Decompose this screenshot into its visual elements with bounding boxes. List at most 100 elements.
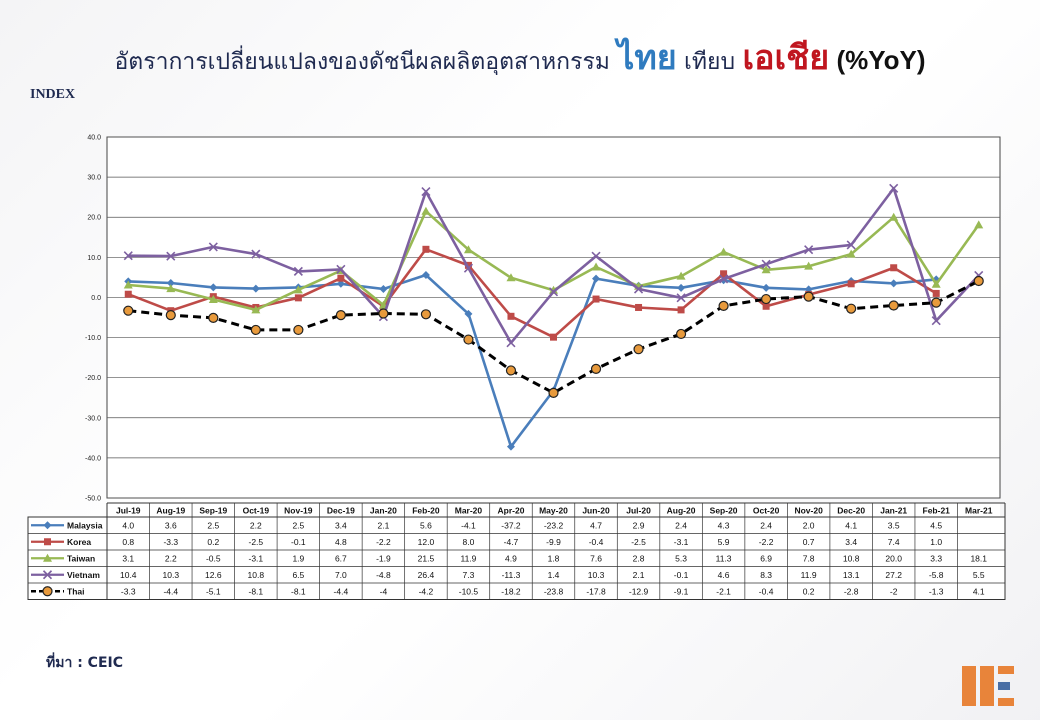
data-point-korea xyxy=(762,302,770,310)
table-value-korea: -3.1 xyxy=(674,537,689,547)
table-value-thai: -8.1 xyxy=(249,586,264,596)
table-value-malaysia: 2.5 xyxy=(207,520,219,530)
table-value-malaysia: 2.5 xyxy=(292,520,304,530)
data-point-malaysia xyxy=(677,283,686,292)
table-value-taiwan: 11.3 xyxy=(716,553,732,563)
y-tick-label: 30.0 xyxy=(87,175,101,182)
table-value-korea: 12.0 xyxy=(418,537,435,547)
x-tick-label: Mar-21 xyxy=(965,506,993,516)
table-value-malaysia: 3.4 xyxy=(335,520,347,530)
data-point-vietnam xyxy=(548,287,559,297)
table-value-malaysia: -23.2 xyxy=(544,520,564,530)
data-point-thai xyxy=(931,297,942,308)
data-point-vietnam xyxy=(336,264,346,274)
data-point-vietnam xyxy=(633,284,644,294)
table-value-korea: -3.3 xyxy=(163,537,178,547)
table-value-taiwan: 3.3 xyxy=(930,553,942,563)
legend-marker-korea xyxy=(44,538,51,546)
x-tick-label: Dec-19 xyxy=(327,506,355,516)
data-point-taiwan xyxy=(123,280,133,289)
table-value-thai: -4.2 xyxy=(419,586,434,596)
table-value-taiwan: -3.1 xyxy=(249,553,264,563)
data-point-taiwan xyxy=(463,245,473,254)
data-point-malaysia xyxy=(336,279,345,288)
table-value-taiwan: 3.1 xyxy=(122,553,134,563)
data-point-thai xyxy=(973,275,984,287)
data-point-vietnam xyxy=(293,266,303,276)
table-value-vietnam: 7.0 xyxy=(335,570,347,580)
table-value-korea: -4.7 xyxy=(504,537,519,547)
data-point-taiwan xyxy=(251,305,261,314)
table-value-vietnam: 4.6 xyxy=(718,570,730,580)
table-value-korea: 7.4 xyxy=(888,537,900,547)
legend-label-thai: Thai xyxy=(67,586,84,596)
legend-marker-malaysia xyxy=(43,521,52,530)
x-tick-label: Aug-20 xyxy=(667,506,696,516)
data-point-malaysia xyxy=(209,283,218,292)
x-tick-label: Apr-20 xyxy=(498,506,525,516)
table-value-thai: -4.4 xyxy=(334,586,349,596)
data-point-vietnam xyxy=(804,245,814,255)
table-value-taiwan: 20.0 xyxy=(885,553,902,563)
y-tick-label: 40.0 xyxy=(87,135,101,142)
table-value-malaysia: 4.5 xyxy=(930,520,942,530)
data-point-thai xyxy=(335,309,346,321)
table-value-thai: -4 xyxy=(380,586,388,596)
data-point-vietnam xyxy=(421,186,431,197)
table-value-malaysia: 2.1 xyxy=(377,520,389,530)
data-point-taiwan xyxy=(421,206,431,215)
legend-key-korea xyxy=(31,538,64,546)
data-point-vietnam xyxy=(506,338,516,348)
table-value-taiwan: -0.5 xyxy=(206,553,221,563)
table-value-vietnam: 13.1 xyxy=(843,570,860,580)
legend-marker-vietnam xyxy=(42,570,53,580)
y-tick-label: -10.0 xyxy=(85,335,101,342)
table-value-thai: -18.2 xyxy=(501,586,521,596)
data-point-thai xyxy=(505,365,517,376)
data-point-vietnam xyxy=(251,249,261,259)
x-tick-label: Oct-20 xyxy=(753,506,780,516)
table-value-malaysia: 2.4 xyxy=(675,520,687,530)
data-point-thai xyxy=(250,324,261,336)
plot-area xyxy=(106,136,1001,499)
table-value-korea: -2.5 xyxy=(631,537,646,547)
data-point-malaysia xyxy=(251,284,260,293)
table-value-malaysia: 2.0 xyxy=(803,520,815,530)
data-point-thai xyxy=(888,300,899,311)
table-value-korea: -2.2 xyxy=(759,537,774,547)
table-value-vietnam: 12.6 xyxy=(205,570,222,580)
data-point-korea xyxy=(550,333,557,341)
x-tick-label: Nov-19 xyxy=(284,506,313,516)
title-suffix: (%YoY) xyxy=(836,45,926,75)
table-value-vietnam: -5.8 xyxy=(929,570,944,580)
data-point-korea xyxy=(422,245,430,253)
table-value-taiwan: 2.8 xyxy=(633,553,645,563)
data-point-vietnam xyxy=(208,242,218,252)
data-point-taiwan xyxy=(549,285,558,294)
x-tick-label: Aug-19 xyxy=(156,506,185,516)
data-point-malaysia xyxy=(506,442,515,451)
table-value-thai: -2.8 xyxy=(844,586,859,596)
data-point-korea xyxy=(337,274,345,282)
legend-key-vietnam xyxy=(31,570,64,580)
x-tick-label: Oct-19 xyxy=(243,506,270,516)
legend-marker-taiwan xyxy=(43,553,52,562)
table-value-thai: -12.9 xyxy=(629,586,649,596)
table-value-thai: -2 xyxy=(890,586,898,596)
data-point-thai xyxy=(675,328,687,340)
data-point-korea xyxy=(507,312,515,320)
table-value-thai: -17.8 xyxy=(586,586,606,596)
series-line-malaysia xyxy=(128,273,937,448)
table-value-thai: -1.3 xyxy=(929,586,944,596)
table-value-korea: -9.9 xyxy=(546,537,561,547)
data-point-vietnam xyxy=(889,183,899,193)
y-tick-label: 0.0 xyxy=(91,295,101,302)
y-tick-label: -30.0 xyxy=(85,415,101,422)
table-value-malaysia: 4.7 xyxy=(590,520,602,530)
table-value-taiwan: 1.9 xyxy=(292,553,304,563)
table-value-malaysia: 4.1 xyxy=(845,520,857,530)
table-value-thai: -2.1 xyxy=(716,586,731,596)
data-point-vietnam xyxy=(123,251,133,261)
legend-label-vietnam: Vietnam xyxy=(67,570,100,580)
